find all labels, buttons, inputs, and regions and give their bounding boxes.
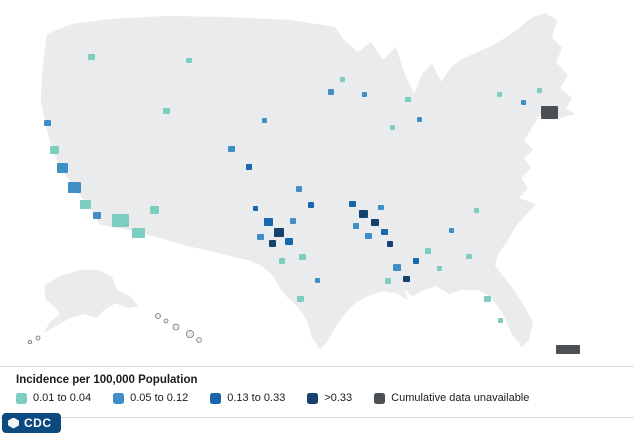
alaska-region — [27, 269, 139, 344]
hawaii-island — [172, 323, 180, 331]
county-marker — [57, 163, 68, 173]
county-marker — [50, 146, 59, 154]
hawaii-island — [185, 329, 194, 338]
county-marker — [88, 54, 95, 60]
county-marker — [340, 77, 345, 82]
county-marker — [437, 266, 442, 271]
legend-label: >0.33 — [324, 392, 353, 404]
county-marker-layer — [44, 54, 580, 354]
aleutian-island — [27, 339, 32, 344]
county-marker — [93, 212, 101, 219]
county-marker — [264, 218, 273, 226]
county-marker — [274, 228, 284, 237]
legend-label: 0.13 to 0.33 — [227, 392, 286, 404]
legend-swatch-blue — [113, 392, 125, 404]
county-marker — [296, 186, 302, 192]
county-marker — [497, 92, 502, 97]
county-marker — [362, 92, 367, 97]
county-marker — [285, 238, 293, 245]
county-marker — [186, 58, 192, 63]
county-marker — [381, 229, 388, 235]
county-marker — [253, 206, 258, 211]
hawaii-region — [155, 313, 202, 343]
county-marker — [262, 118, 267, 123]
legend: Incidence per 100,000 Population 0.01 to… — [0, 366, 634, 418]
legend-swatch-navy — [307, 392, 319, 404]
cdc-logo-badge[interactable]: CDC — [2, 413, 61, 433]
county-marker — [246, 164, 252, 170]
county-marker — [466, 254, 472, 259]
county-marker — [80, 200, 91, 209]
county-marker — [484, 296, 491, 302]
county-marker — [385, 278, 391, 284]
legend-swatch-unavailable — [374, 392, 386, 404]
county-marker — [387, 241, 393, 247]
legend-item-0: 0.01 to 0.04 — [16, 392, 91, 404]
legend-item-4: Cumulative data unavailable — [374, 392, 529, 404]
county-marker — [541, 106, 558, 119]
legend-item-2: 0.13 to 0.33 — [210, 392, 285, 404]
cdc-logo-text: CDC — [24, 416, 52, 430]
us-county-map[interactable] — [0, 0, 634, 366]
county-marker — [228, 146, 235, 152]
county-marker — [269, 240, 276, 247]
county-marker — [449, 228, 454, 233]
county-marker — [353, 223, 359, 229]
county-marker — [417, 117, 422, 122]
map-svg[interactable] — [0, 0, 634, 366]
county-marker — [371, 219, 379, 226]
county-marker — [328, 89, 334, 95]
county-marker — [537, 88, 542, 93]
county-marker — [349, 201, 356, 207]
legend-title: Incidence per 100,000 Population — [16, 374, 198, 386]
county-marker — [68, 182, 81, 193]
county-marker — [393, 264, 401, 271]
county-marker — [365, 233, 372, 239]
county-marker — [315, 278, 320, 283]
county-marker — [390, 125, 395, 130]
county-marker — [378, 205, 384, 210]
legend-label: Cumulative data unavailable — [391, 392, 530, 404]
county-marker — [403, 276, 410, 282]
legend-items: 0.01 to 0.04 0.05 to 0.12 0.13 to 0.33 >… — [16, 392, 634, 404]
county-marker — [474, 208, 479, 213]
county-marker — [297, 296, 304, 302]
legend-item-3: >0.33 — [307, 392, 352, 404]
county-marker — [498, 318, 503, 323]
aleutian-island — [35, 335, 41, 341]
legend-label: 0.01 to 0.04 — [33, 392, 92, 404]
county-marker — [405, 97, 411, 102]
legend-item-1: 0.05 to 0.12 — [113, 392, 188, 404]
county-marker — [44, 120, 51, 126]
county-marker — [132, 228, 145, 238]
legend-swatch-teal — [16, 392, 27, 404]
county-marker — [112, 214, 129, 227]
county-marker — [556, 345, 580, 354]
county-marker — [279, 258, 285, 264]
mainland-region — [40, 12, 576, 350]
county-marker — [413, 258, 419, 264]
county-marker — [359, 210, 368, 218]
hawaii-island — [155, 313, 161, 319]
county-marker — [521, 100, 526, 105]
county-marker — [299, 254, 306, 260]
alaska-counties — [43, 269, 139, 334]
county-marker — [150, 206, 159, 214]
legend-swatch-dark-blue — [210, 392, 222, 404]
county-marker — [163, 108, 170, 114]
cdc-logo-icon — [8, 417, 19, 429]
hawaii-island — [196, 337, 202, 343]
legend-label: 0.05 to 0.12 — [130, 392, 189, 404]
county-marker — [290, 218, 296, 224]
hawaii-island — [163, 318, 169, 324]
county-marker — [425, 248, 431, 254]
county-marker — [257, 234, 264, 240]
county-marker — [308, 202, 314, 208]
